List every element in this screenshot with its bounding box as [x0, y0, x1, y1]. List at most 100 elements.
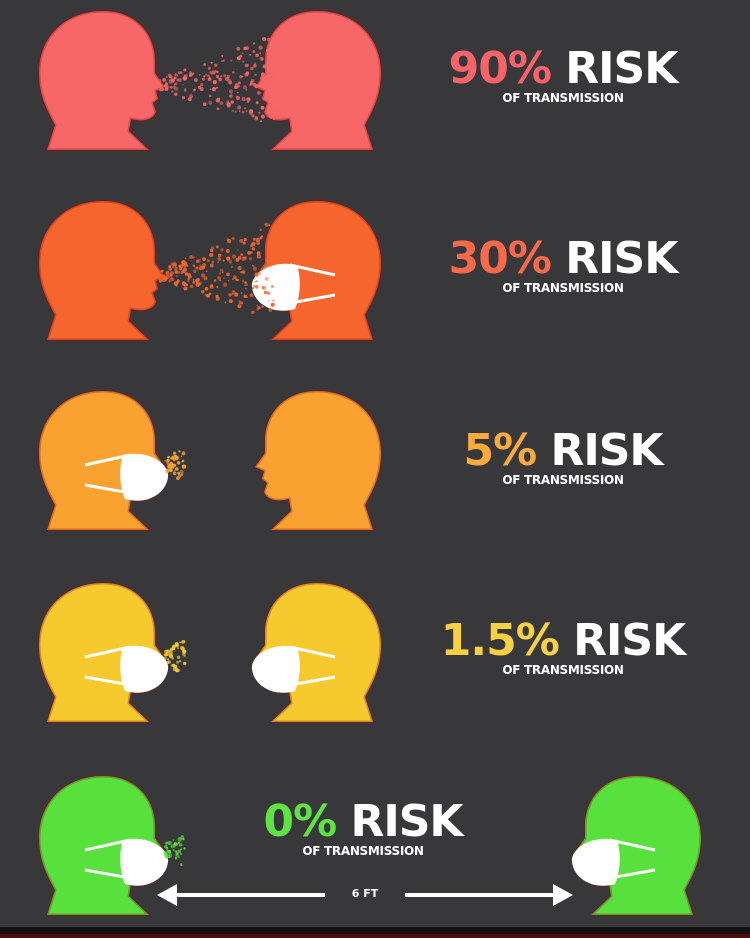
droplet [175, 668, 180, 673]
droplet [209, 88, 212, 91]
droplet [240, 253, 243, 256]
droplet [204, 73, 208, 77]
droplet [240, 301, 244, 305]
droplet [182, 269, 186, 274]
droplet [216, 286, 219, 288]
droplet [201, 290, 205, 294]
droplet [210, 246, 215, 250]
droplet [228, 299, 233, 304]
droplet [237, 91, 239, 94]
droplet [226, 256, 231, 261]
droplet [175, 283, 179, 286]
droplet [176, 279, 180, 283]
droplet [228, 80, 233, 85]
droplet [216, 86, 219, 89]
droplet [180, 270, 184, 275]
droplet [183, 640, 186, 642]
droplet [182, 838, 185, 841]
droplet [184, 88, 187, 91]
droplet [189, 71, 192, 74]
head-silhouette [37, 199, 168, 342]
droplet [182, 649, 187, 654]
droplet [238, 300, 241, 303]
droplet [235, 278, 238, 281]
droplet [230, 265, 234, 268]
droplet [180, 645, 185, 650]
droplet [223, 282, 228, 287]
droplet [180, 71, 183, 74]
droplet [176, 655, 181, 659]
droplet [198, 266, 203, 271]
droplet [195, 266, 199, 270]
droplet [241, 279, 245, 282]
droplet [225, 76, 229, 81]
droplet [181, 96, 186, 100]
droplet [175, 665, 178, 669]
droplet [192, 88, 196, 92]
droplet [218, 77, 223, 82]
droplet [216, 107, 220, 111]
droplet [232, 278, 234, 281]
droplet [219, 279, 222, 282]
droplet [219, 101, 224, 105]
droplet [223, 74, 227, 78]
head-shape [37, 199, 168, 342]
droplet [197, 282, 201, 286]
droplet [183, 261, 188, 266]
droplet [236, 278, 239, 282]
droplet [221, 55, 224, 57]
droplet [208, 292, 212, 296]
droplet [230, 59, 233, 62]
droplet [213, 279, 217, 282]
droplet [217, 261, 220, 264]
droplet [206, 294, 210, 298]
droplet [184, 89, 187, 92]
droplet [174, 455, 179, 461]
droplet [174, 82, 178, 86]
risk-word: RISK [550, 425, 663, 476]
droplet [211, 260, 215, 264]
head-shape [252, 9, 383, 152]
droplet [206, 259, 210, 263]
droplet [175, 467, 179, 471]
risk-label: 90% RISK OF TRANSMISSION [413, 45, 713, 106]
droplet [177, 647, 180, 650]
droplet [237, 304, 242, 309]
listener-head-icon [245, 5, 395, 155]
droplet [226, 103, 231, 108]
risk-subtitle: OF TRANSMISSION [502, 91, 624, 105]
droplet [210, 73, 213, 75]
droplet [179, 660, 182, 663]
droplet [192, 278, 195, 281]
droplet [183, 655, 186, 658]
droplet [195, 259, 200, 263]
droplet [190, 284, 194, 288]
head-silhouette [37, 774, 169, 917]
droplet [178, 475, 182, 478]
head-silhouette [251, 199, 383, 342]
droplet [202, 263, 207, 267]
risk-word: RISK [350, 796, 463, 847]
distance-label: 6 FT [351, 887, 379, 900]
droplet [199, 264, 201, 267]
droplet [227, 279, 230, 282]
droplet [226, 272, 230, 277]
droplet [215, 296, 220, 301]
risk-percent: 30% [448, 233, 552, 284]
droplet [212, 80, 217, 85]
droplet [199, 281, 203, 285]
droplet [183, 661, 187, 666]
droplet [231, 254, 236, 259]
droplet [189, 255, 194, 259]
droplet [187, 97, 192, 102]
droplet [175, 73, 179, 77]
droplet [192, 280, 196, 284]
droplet [208, 78, 211, 80]
droplet [236, 46, 241, 51]
droplet [180, 864, 183, 867]
droplet [202, 257, 206, 261]
arrow-right-icon [553, 884, 573, 906]
droplet [194, 78, 198, 82]
droplet [236, 56, 241, 61]
droplet [238, 110, 241, 112]
